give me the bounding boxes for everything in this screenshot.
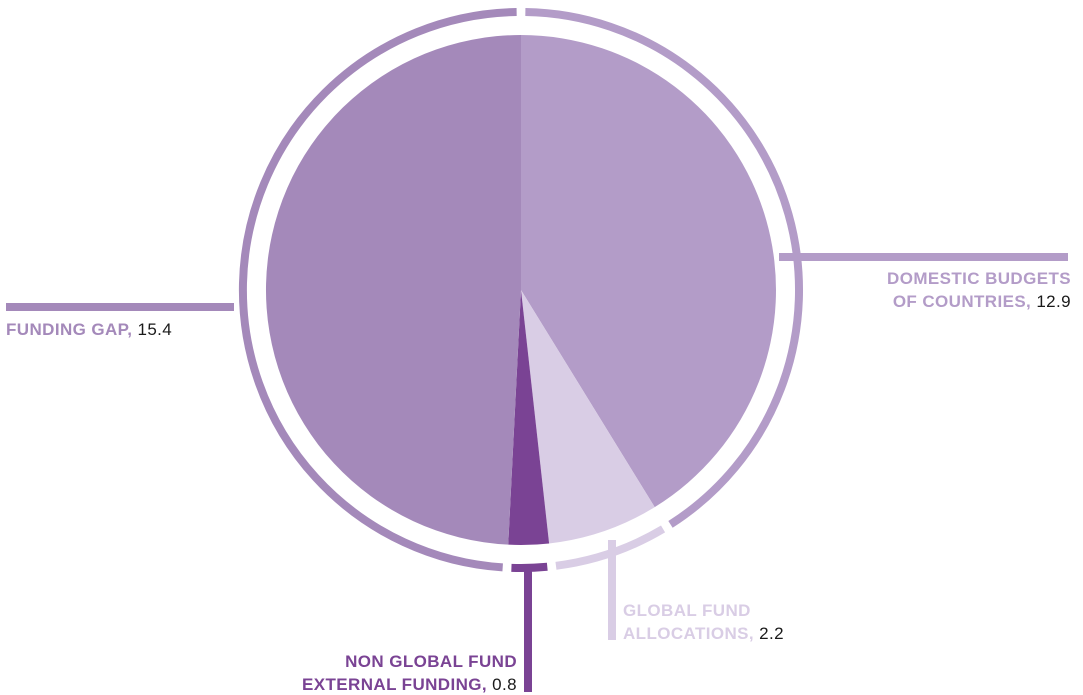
label-non-global-fund: NON GLOBAL FUND EXTERNAL FUNDING, 0.8 xyxy=(302,650,517,695)
label-global-fund-line2: ALLOCATIONS, xyxy=(623,624,755,643)
value-global-fund: 2.2 xyxy=(759,624,784,643)
label-non-global-fund-line1: NON GLOBAL FUND xyxy=(345,652,517,671)
ring-segment-domestic-budgets xyxy=(525,8,803,528)
pie-slice-global-fund xyxy=(521,290,655,544)
value-domestic-budgets: 12.9 xyxy=(1036,292,1071,311)
label-funding-gap-line1: FUNDING GAP, xyxy=(6,320,133,339)
pie-slice-non-global-fund xyxy=(508,290,550,546)
value-non-global-fund: 0.8 xyxy=(492,675,517,694)
label-domestic-budgets: DOMESTIC BUDGETS OF COUNTRIES, 12.9 xyxy=(887,267,1071,313)
label-global-fund: GLOBAL FUND ALLOCATIONS, 2.2 xyxy=(623,599,784,645)
pie-slice-domestic-budgets xyxy=(521,35,776,508)
pie-slices xyxy=(265,34,776,546)
label-domestic-budgets-line1: DOMESTIC BUDGETS xyxy=(887,269,1071,288)
value-funding-gap: 15.4 xyxy=(137,320,173,339)
ring-segment-funding-gap xyxy=(238,8,517,572)
label-non-global-fund-line2: EXTERNAL FUNDING, xyxy=(302,675,488,694)
label-global-fund-line1: GLOBAL FUND xyxy=(623,601,751,620)
label-domestic-budgets-line2: OF COUNTRIES, xyxy=(892,292,1032,311)
pie-slice-funding-gap xyxy=(265,34,521,545)
label-funding-gap: FUNDING GAP, 15.4 xyxy=(6,318,172,341)
leader-lines xyxy=(6,253,1068,692)
